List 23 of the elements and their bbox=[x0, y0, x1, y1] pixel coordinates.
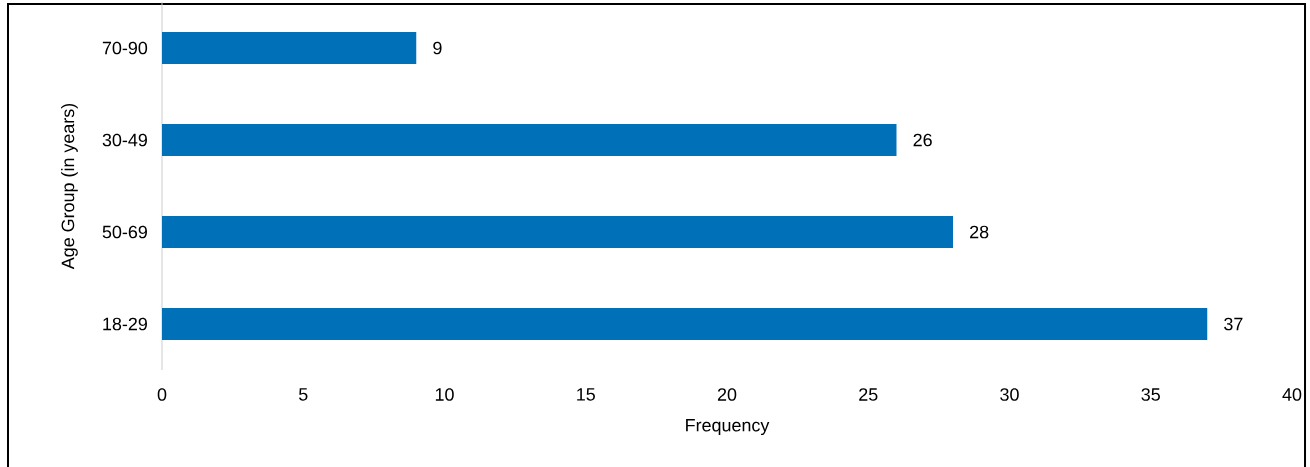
y-tick-label: 18-29 bbox=[103, 317, 147, 331]
x-tick-label: 30 bbox=[1000, 388, 1019, 401]
x-tick-label: 25 bbox=[859, 388, 878, 401]
x-tick-label: 20 bbox=[717, 388, 737, 401]
data-label: 28 bbox=[970, 225, 989, 239]
y-tick-label: 30-49 bbox=[102, 133, 147, 147]
x-axis-title: Frequency bbox=[686, 419, 770, 436]
y-tick-label: 50-69 bbox=[102, 225, 147, 239]
x-tick-label: 5 bbox=[298, 388, 308, 401]
data-label: 37 bbox=[1224, 317, 1243, 331]
data-label: 9 bbox=[433, 41, 442, 55]
bar bbox=[162, 124, 897, 156]
x-tick-label: 35 bbox=[1141, 388, 1160, 401]
y-axis-title: Age Group (in years) bbox=[61, 103, 78, 270]
x-tick-label: 40 bbox=[1282, 388, 1302, 401]
bar bbox=[162, 308, 1208, 340]
x-tick-label: 0 bbox=[157, 388, 167, 401]
x-tick-label: 15 bbox=[577, 388, 595, 401]
bar bbox=[162, 32, 417, 64]
y-tick-label: 70-90 bbox=[102, 41, 148, 55]
x-tick-label: 10 bbox=[435, 388, 454, 401]
data-label: 26 bbox=[913, 133, 932, 147]
bar bbox=[162, 216, 953, 248]
